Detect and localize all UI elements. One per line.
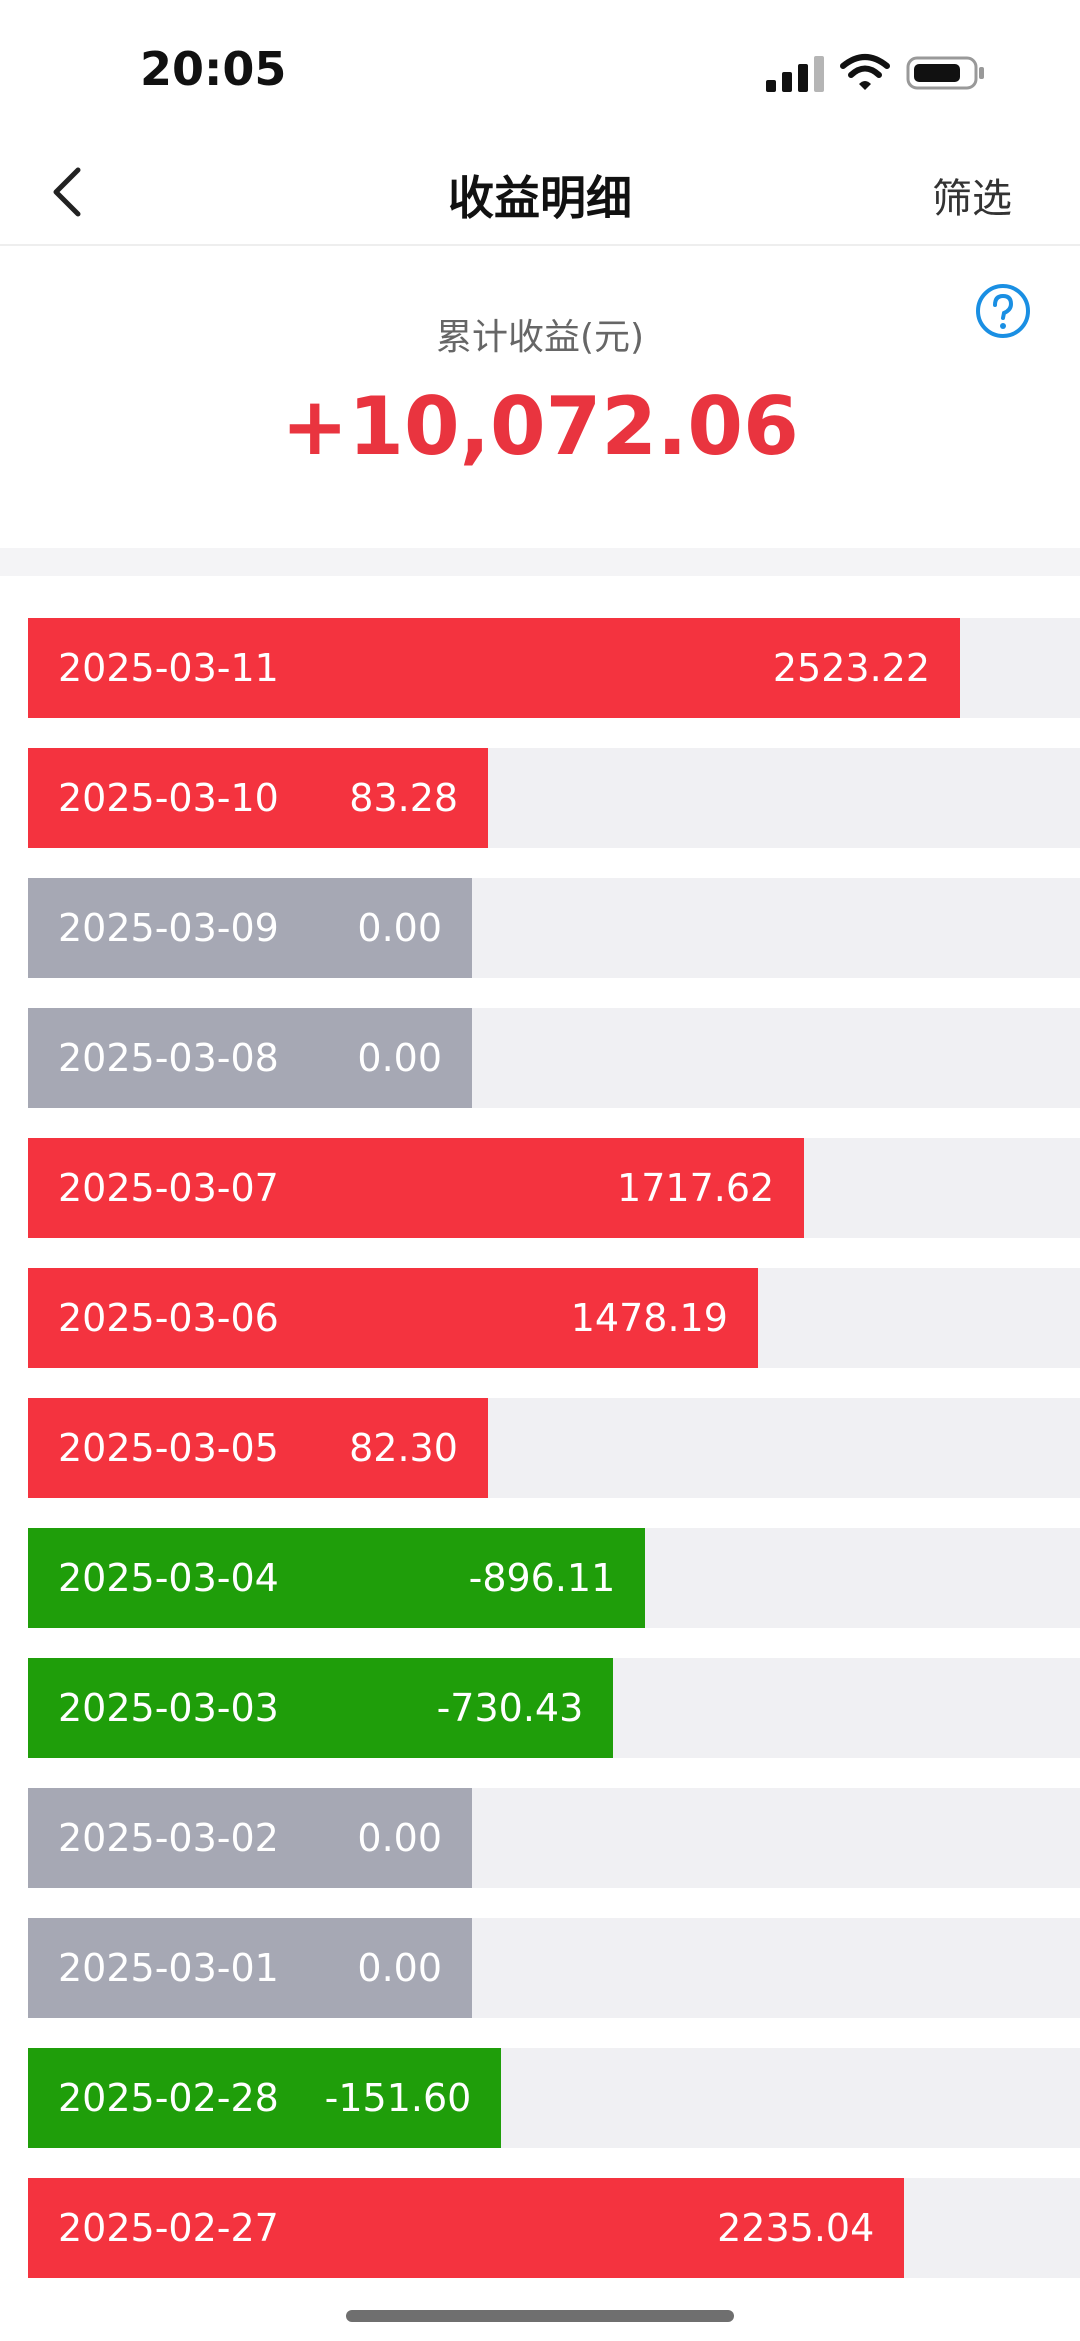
income-row[interactable]: 2025-03-03 -730.43	[28, 1658, 1080, 1758]
income-amount: 1717.62	[617, 1166, 775, 1210]
income-date: 2025-03-04	[58, 1556, 279, 1600]
income-bar: 2025-03-09 0.00	[28, 878, 472, 978]
income-row[interactable]: 2025-03-10 83.28	[28, 748, 1080, 848]
battery-icon	[906, 56, 984, 90]
income-amount: 0.00	[357, 1816, 442, 1860]
wifi-icon	[840, 54, 890, 90]
cumulative-income-label: 累计收益(元)	[435, 317, 645, 358]
income-bar: 2025-02-27 2235.04	[28, 2178, 905, 2278]
filter-button[interactable]: 筛选	[932, 176, 1012, 222]
income-date: 2025-02-27	[58, 2206, 279, 2250]
income-amount: 2235.04	[717, 2206, 875, 2250]
income-date: 2025-03-07	[58, 1166, 279, 1210]
summary-panel	[0, 246, 1080, 546]
income-bar: 2025-02-28 -151.60	[28, 2048, 502, 2148]
income-bar: 2025-03-06 1478.19	[28, 1268, 758, 1368]
income-amount: 83.28	[349, 776, 459, 820]
income-bar: 2025-03-04 -896.11	[28, 1528, 646, 1628]
income-amount: -730.43	[436, 1686, 584, 1730]
income-amount: -151.60	[324, 2076, 472, 2120]
income-amount: 82.30	[349, 1426, 458, 1470]
income-row[interactable]: 2025-03-08 0.00	[28, 1008, 1080, 1108]
income-bar: 2025-03-05 82.30	[28, 1398, 488, 1498]
status-time: 20:05	[140, 42, 287, 96]
income-bar: 2025-03-08 0.00	[28, 1008, 472, 1108]
help-icon[interactable]	[974, 282, 1032, 340]
section-divider	[0, 548, 1080, 576]
income-row[interactable]: 2025-02-27 2235.04	[28, 2178, 1080, 2278]
income-date: 2025-03-03	[58, 1686, 279, 1730]
cellular-signal-icon	[766, 56, 824, 92]
income-bar: 2025-03-02 0.00	[28, 1788, 472, 1888]
income-bar: 2025-03-11 2523.22	[28, 618, 960, 718]
income-date: 2025-03-06	[58, 1296, 279, 1340]
income-date: 2025-03-02	[58, 1816, 279, 1860]
income-row[interactable]: 2025-03-04 -896.11	[28, 1528, 1080, 1628]
income-amount: -896.11	[468, 1556, 616, 1600]
income-row[interactable]: 2025-03-07 1717.62	[28, 1138, 1080, 1238]
cumulative-income-value: +10,072.06	[281, 380, 799, 473]
home-indicator[interactable]	[346, 2310, 734, 2322]
income-date: 2025-02-28	[58, 2076, 279, 2120]
income-date: 2025-03-05	[58, 1426, 279, 1470]
income-bar: 2025-03-01 0.00	[28, 1918, 472, 2018]
income-row[interactable]: 2025-03-11 2523.22	[28, 618, 1080, 718]
income-date: 2025-03-11	[58, 646, 279, 690]
income-row[interactable]: 2025-03-06 1478.19	[28, 1268, 1080, 1368]
income-row[interactable]: 2025-03-05 82.30	[28, 1398, 1080, 1498]
status-bar: 20:05	[0, 0, 1080, 140]
income-date: 2025-03-08	[58, 1036, 279, 1080]
income-date: 2025-03-01	[58, 1946, 279, 1990]
income-bar: 2025-03-03 -730.43	[28, 1658, 614, 1758]
income-row[interactable]: 2025-03-01 0.00	[28, 1918, 1080, 2018]
navigation-bar: 收益明细 筛选	[0, 140, 1080, 246]
income-amount: 0.00	[357, 1036, 442, 1080]
income-row[interactable]: 2025-02-28 -151.60	[28, 2048, 1080, 2148]
income-amount: 2523.22	[772, 646, 930, 690]
income-date: 2025-03-09	[58, 906, 279, 950]
income-row[interactable]: 2025-03-02 0.00	[28, 1788, 1080, 1888]
income-amount: 0.00	[357, 1946, 442, 1990]
page-title: 收益明细	[448, 171, 632, 225]
income-date: 2025-03-10	[58, 776, 279, 820]
income-bar: 2025-03-07 1717.62	[28, 1138, 805, 1238]
income-row[interactable]: 2025-03-09 0.00	[28, 878, 1080, 978]
income-amount: 1478.19	[570, 1296, 728, 1340]
income-bar: 2025-03-10 83.28	[28, 748, 489, 848]
income-amount: 0.00	[357, 906, 442, 950]
back-arrow-icon[interactable]	[40, 162, 100, 222]
